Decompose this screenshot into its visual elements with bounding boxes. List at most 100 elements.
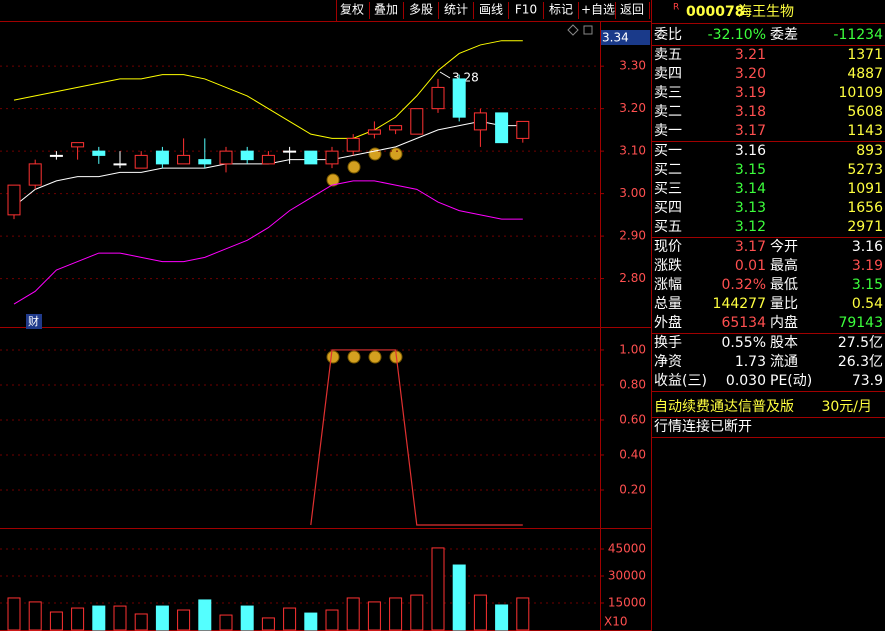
quote-cell: 1656 (847, 200, 883, 216)
quote-cell: 3.17 (735, 123, 766, 139)
volume-bar (452, 564, 466, 631)
volume-bar (367, 601, 381, 631)
candle-body (71, 142, 85, 148)
quote-cell: 卖一 (654, 123, 682, 139)
toolbar-button[interactable]: 画线 (479, 3, 503, 17)
candle-body (92, 150, 106, 156)
quote-cell: 3.16 (735, 143, 766, 159)
volume-bar (283, 607, 297, 631)
toolbar-button[interactable]: 叠加 (374, 3, 398, 17)
quote-cell: 2971 (847, 219, 883, 235)
y-tick-label: 1.00 (619, 342, 646, 356)
volume-bar (134, 613, 148, 631)
y-tick-label: 3.10 (619, 144, 646, 158)
volume-bar (28, 601, 42, 631)
y-tick-label: 30000 (608, 569, 646, 583)
flag: R (673, 3, 679, 13)
quote-cell: 最低 (770, 277, 798, 293)
quote-cell: -32.10% (708, 27, 766, 43)
marker: 财 (28, 314, 39, 328)
quote-cell: 3.19 (735, 85, 766, 101)
candle-body (389, 125, 403, 131)
quote-cell: PE(动) (770, 373, 812, 389)
candle-body (198, 159, 212, 165)
candle-body (219, 150, 233, 165)
quote-cell: 买一 (654, 143, 682, 159)
quote-cell: 买五 (654, 219, 682, 235)
quote-cell: 3.18 (735, 104, 766, 120)
candle-body (49, 154, 63, 157)
volume-bar (198, 599, 212, 631)
quote-cell: 3.13 (735, 200, 766, 216)
quote-cell: 总量 (654, 296, 682, 312)
y-tick-label: 3.00 (619, 186, 646, 200)
y-tick-label: 2.90 (619, 229, 646, 243)
candle-body (113, 163, 127, 166)
candle-body (7, 184, 21, 216)
quote-cell: 外盘 (654, 314, 682, 331)
status: 行情连接已断开 (654, 418, 752, 435)
volume-bar (473, 594, 487, 631)
y-tick-label: 2.80 (619, 271, 646, 285)
toolbar-button[interactable]: 标记 (549, 3, 573, 17)
toolbar-button[interactable]: 统计 (444, 3, 468, 17)
quote-cell: 5608 (847, 104, 883, 120)
toolbar-button[interactable]: 返回 (620, 3, 644, 17)
chart-icons (567, 24, 650, 45)
toolbar-button[interactable]: 复权 (340, 3, 364, 17)
y-tick-label: 15000 (608, 596, 646, 610)
quote-cell: 0.55% (722, 335, 766, 351)
quote-cell: 27.5亿 (838, 335, 883, 351)
toolbar-button[interactable]: +自选 (581, 3, 615, 17)
quote-cell: 买四 (654, 200, 682, 216)
quote-cell: 3.20 (735, 66, 766, 82)
quote-cell: 893 (856, 143, 883, 159)
quote-cell: 今开 (770, 239, 798, 255)
candle-body (177, 154, 191, 165)
quote-cell: 卖二 (654, 104, 682, 120)
quote-cell: 4887 (847, 66, 883, 82)
band-line (13, 40, 523, 139)
volume-bar (495, 604, 509, 631)
stock-code: 000078 (686, 4, 744, 20)
quote-cell: 流通 (770, 354, 798, 370)
signal-icons (326, 147, 403, 364)
volume-bar (410, 594, 424, 631)
quote-cell: 最高 (770, 257, 798, 274)
quote-cell: 净资 (654, 354, 682, 370)
promo[interactable]: 自动续费通达信普及版 (654, 398, 794, 415)
stock-name: 海王生物 (738, 4, 794, 20)
volume-bar (71, 607, 85, 631)
quote-cell: 3.16 (852, 239, 883, 255)
quote-cell: 3.19 (852, 258, 883, 274)
quote-cell: 买三 (654, 181, 682, 197)
quote-cell: 1371 (847, 47, 883, 63)
quote-cell: 79143 (838, 315, 883, 331)
promo-price[interactable]: 30元/月 (821, 399, 872, 415)
scale-label: X10 (604, 615, 628, 629)
quote-cell: 内盘 (770, 314, 798, 331)
volume-bar (219, 614, 233, 631)
volume-bar (92, 605, 106, 631)
quote-cell: 1091 (847, 181, 883, 197)
y-tick-label: 45000 (608, 542, 646, 556)
candle-body (346, 137, 360, 152)
volume-bar (304, 612, 318, 631)
candle-body (431, 86, 445, 110)
quote-cell: 3.21 (735, 47, 766, 63)
volume-bar (325, 609, 339, 631)
toolbar-button[interactable]: 多股 (409, 3, 433, 17)
quote-cell: 卖五 (654, 47, 682, 63)
quote-cell: 73.9 (852, 373, 883, 389)
volume-bar (177, 609, 191, 631)
volume-bar (516, 597, 530, 631)
y-tick-label: 0.60 (619, 412, 646, 426)
y-tick-label: 0.40 (619, 447, 646, 461)
volume-bar (261, 617, 275, 631)
quote-cell: 股本 (770, 335, 798, 351)
volume-bar (431, 547, 445, 631)
y-tick-label: 0.80 (619, 377, 646, 391)
quote-cell: -11234 (833, 27, 883, 43)
toolbar-button[interactable]: F10 (515, 3, 537, 17)
